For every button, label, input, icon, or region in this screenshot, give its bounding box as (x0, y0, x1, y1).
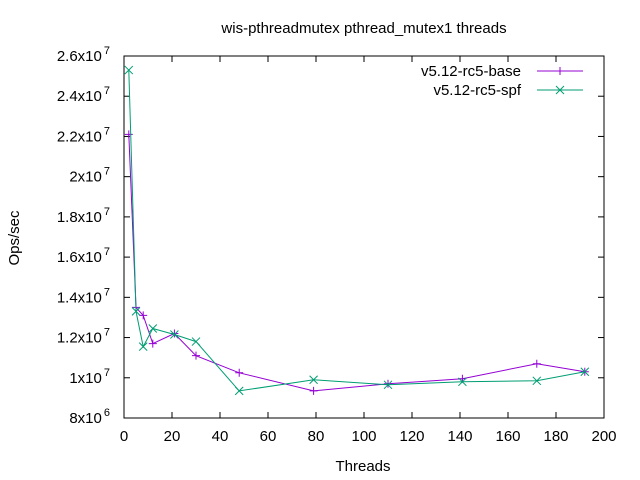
legend-label: v5.12-rc5-base (421, 63, 521, 80)
x-tick-label: 40 (212, 428, 229, 445)
y-tick-label: 2.6x10 7 (57, 45, 110, 65)
data-point (580, 367, 590, 377)
data-point (191, 337, 201, 346)
x-tick-label: 120 (399, 428, 424, 445)
legend-marker (555, 85, 565, 95)
y-tick-exponent: 7 (104, 45, 110, 57)
series-layer (124, 65, 590, 396)
series-v5.12-rc5-spf (124, 65, 590, 396)
y-tick-exponent: 6 (104, 407, 110, 419)
y-tick-exponent: 7 (104, 367, 110, 379)
y-tick-mantissa: 2x10 (69, 169, 102, 186)
y-tick-mantissa: 8x10 (69, 410, 102, 427)
y-tick-exponent: 7 (104, 125, 110, 137)
y-tick-exponent: 7 (104, 286, 110, 298)
data-point (124, 130, 133, 139)
y-tick-label: 2.2x10 7 (57, 125, 110, 145)
y-tick-exponent: 7 (104, 166, 110, 178)
x-tick-label: 140 (447, 428, 472, 445)
y-tick-exponent: 7 (104, 85, 110, 97)
y-tick-label: 1.8x10 7 (57, 206, 110, 226)
x-tick-label: 0 (120, 428, 128, 445)
series-line (128, 134, 585, 392)
y-axis-label: Ops/sec (6, 210, 23, 266)
series-v5.12-rc5-base (124, 130, 589, 395)
data-point (383, 380, 393, 390)
y-tick-label: 8x10 6 (69, 407, 110, 427)
y-tick-label: 1.2x10 7 (57, 327, 110, 347)
y-tick-label: 2x10 7 (69, 166, 110, 186)
x-axis-label: Threads (335, 458, 390, 475)
data-point (192, 351, 200, 360)
data-point (235, 368, 244, 377)
y-tick-mantissa: 1.6x10 (57, 249, 102, 266)
data-point (138, 342, 148, 351)
data-point (139, 311, 148, 320)
x-tick-label: 180 (543, 428, 568, 445)
x-tick-label: 20 (164, 428, 181, 445)
data-point (532, 359, 541, 368)
legend-marker (556, 67, 564, 75)
data-point (384, 379, 392, 388)
y-tick-mantissa: 1.2x10 (57, 330, 102, 347)
x-tick-label: 80 (308, 428, 325, 445)
chart-title: wis-pthreadmutex pthread_mutex1 threads (220, 20, 506, 37)
data-point (309, 375, 318, 385)
x-tick-label: 60 (260, 428, 277, 445)
y-tick-mantissa: 2.2x10 (57, 128, 102, 145)
series-line (128, 70, 585, 392)
legend-label: v5.12-rc5-spf (433, 82, 521, 99)
data-point (309, 386, 318, 395)
y-tick-mantissa: 2.4x10 (57, 88, 102, 105)
y-tick-mantissa: 1x10 (69, 370, 102, 387)
data-point (148, 339, 157, 348)
y-tick-label: 1.6x10 7 (57, 246, 110, 266)
data-point (131, 307, 141, 316)
x-tick-label: 200 (591, 428, 616, 445)
y-tick-label: 1.4x10 7 (57, 286, 110, 306)
data-point (170, 330, 179, 339)
data-point (234, 386, 244, 396)
data-point (532, 376, 542, 386)
y-tick-mantissa: 1.8x10 (57, 209, 102, 226)
x-tick-label: 160 (495, 428, 520, 445)
y-tick-exponent: 7 (104, 327, 110, 339)
y-tick-mantissa: 1.4x10 (57, 289, 102, 306)
data-point (148, 324, 158, 333)
data-point (124, 65, 134, 75)
y-tick-mantissa: 2.6x10 (57, 48, 102, 65)
y-tick-label: 2.4x10 7 (57, 85, 110, 105)
y-tick-exponent: 7 (104, 246, 110, 258)
y-tick-label: 1x10 7 (69, 367, 110, 387)
data-point (458, 377, 467, 387)
legend: v5.12-rc5-base v5.12-rc5-spf (421, 63, 583, 99)
y-tick-exponent: 7 (104, 206, 110, 218)
x-tick-label: 100 (351, 428, 376, 445)
